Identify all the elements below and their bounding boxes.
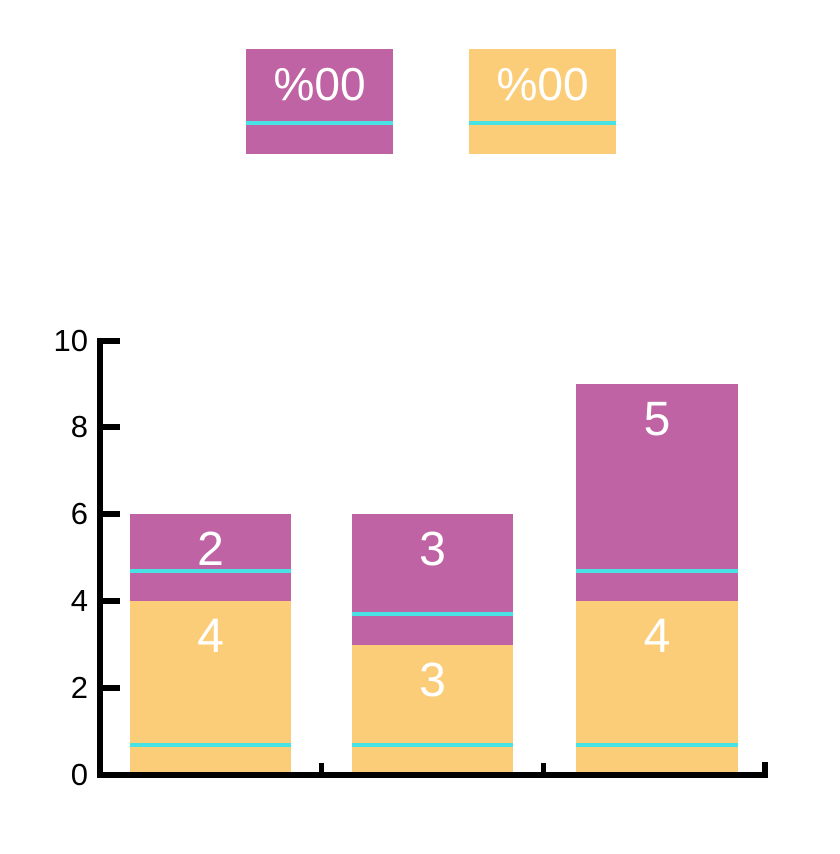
y-axis — [97, 338, 103, 778]
y-tick — [103, 337, 120, 344]
segment-value-label: 4 — [643, 610, 671, 664]
y-tick-label: 4 — [70, 583, 88, 619]
marker-line — [130, 742, 291, 747]
legend-label-purple: %00 — [273, 58, 366, 110]
x-tick — [319, 763, 324, 772]
segment-value-label: 4 — [197, 610, 224, 664]
legend-marker-line — [469, 121, 616, 125]
segment-value-label: 3 — [419, 523, 446, 577]
bar-2-top-segment: 3 — [352, 514, 513, 645]
marker-line — [352, 612, 513, 617]
legend-label-yellow: %00 — [496, 58, 589, 110]
segment-value-label: 2 — [197, 523, 224, 577]
bar-1-bottom-segment: 4 — [130, 601, 291, 775]
x-tick — [541, 763, 546, 772]
legend-swatch-purple: %00 — [246, 49, 393, 154]
segment-value-label: 5 — [643, 392, 671, 446]
bar-2: 3 3 — [352, 0, 513, 775]
y-tick — [103, 424, 120, 431]
bar-3-top-segment: 5 — [576, 383, 738, 602]
bar-1: 4 2 — [130, 0, 291, 775]
y-tick — [103, 511, 120, 518]
x-axis — [97, 772, 768, 778]
legend-marker-line — [246, 121, 393, 125]
bar-3: 4 5 — [576, 0, 738, 775]
bar-2-bottom-segment: 3 — [352, 644, 513, 775]
y-tick-label: 8 — [70, 409, 88, 445]
marker-line — [576, 568, 738, 573]
legend-swatch-yellow: %00 — [469, 49, 616, 154]
segment-value-label: 3 — [419, 653, 446, 707]
bar-3-bottom-segment: 4 — [576, 601, 738, 775]
y-tick-label: 0 — [70, 757, 88, 792]
y-tick-label: 6 — [70, 496, 88, 532]
marker-line — [576, 742, 738, 747]
marker-line — [130, 568, 291, 573]
y-tick — [103, 685, 120, 692]
x-axis-end-tick — [762, 762, 768, 772]
y-tick-label: 10 — [53, 322, 88, 358]
y-tick-label: 2 — [70, 670, 88, 706]
marker-line — [352, 742, 513, 747]
bar-1-top-segment: 2 — [130, 514, 291, 602]
y-tick — [103, 598, 120, 605]
